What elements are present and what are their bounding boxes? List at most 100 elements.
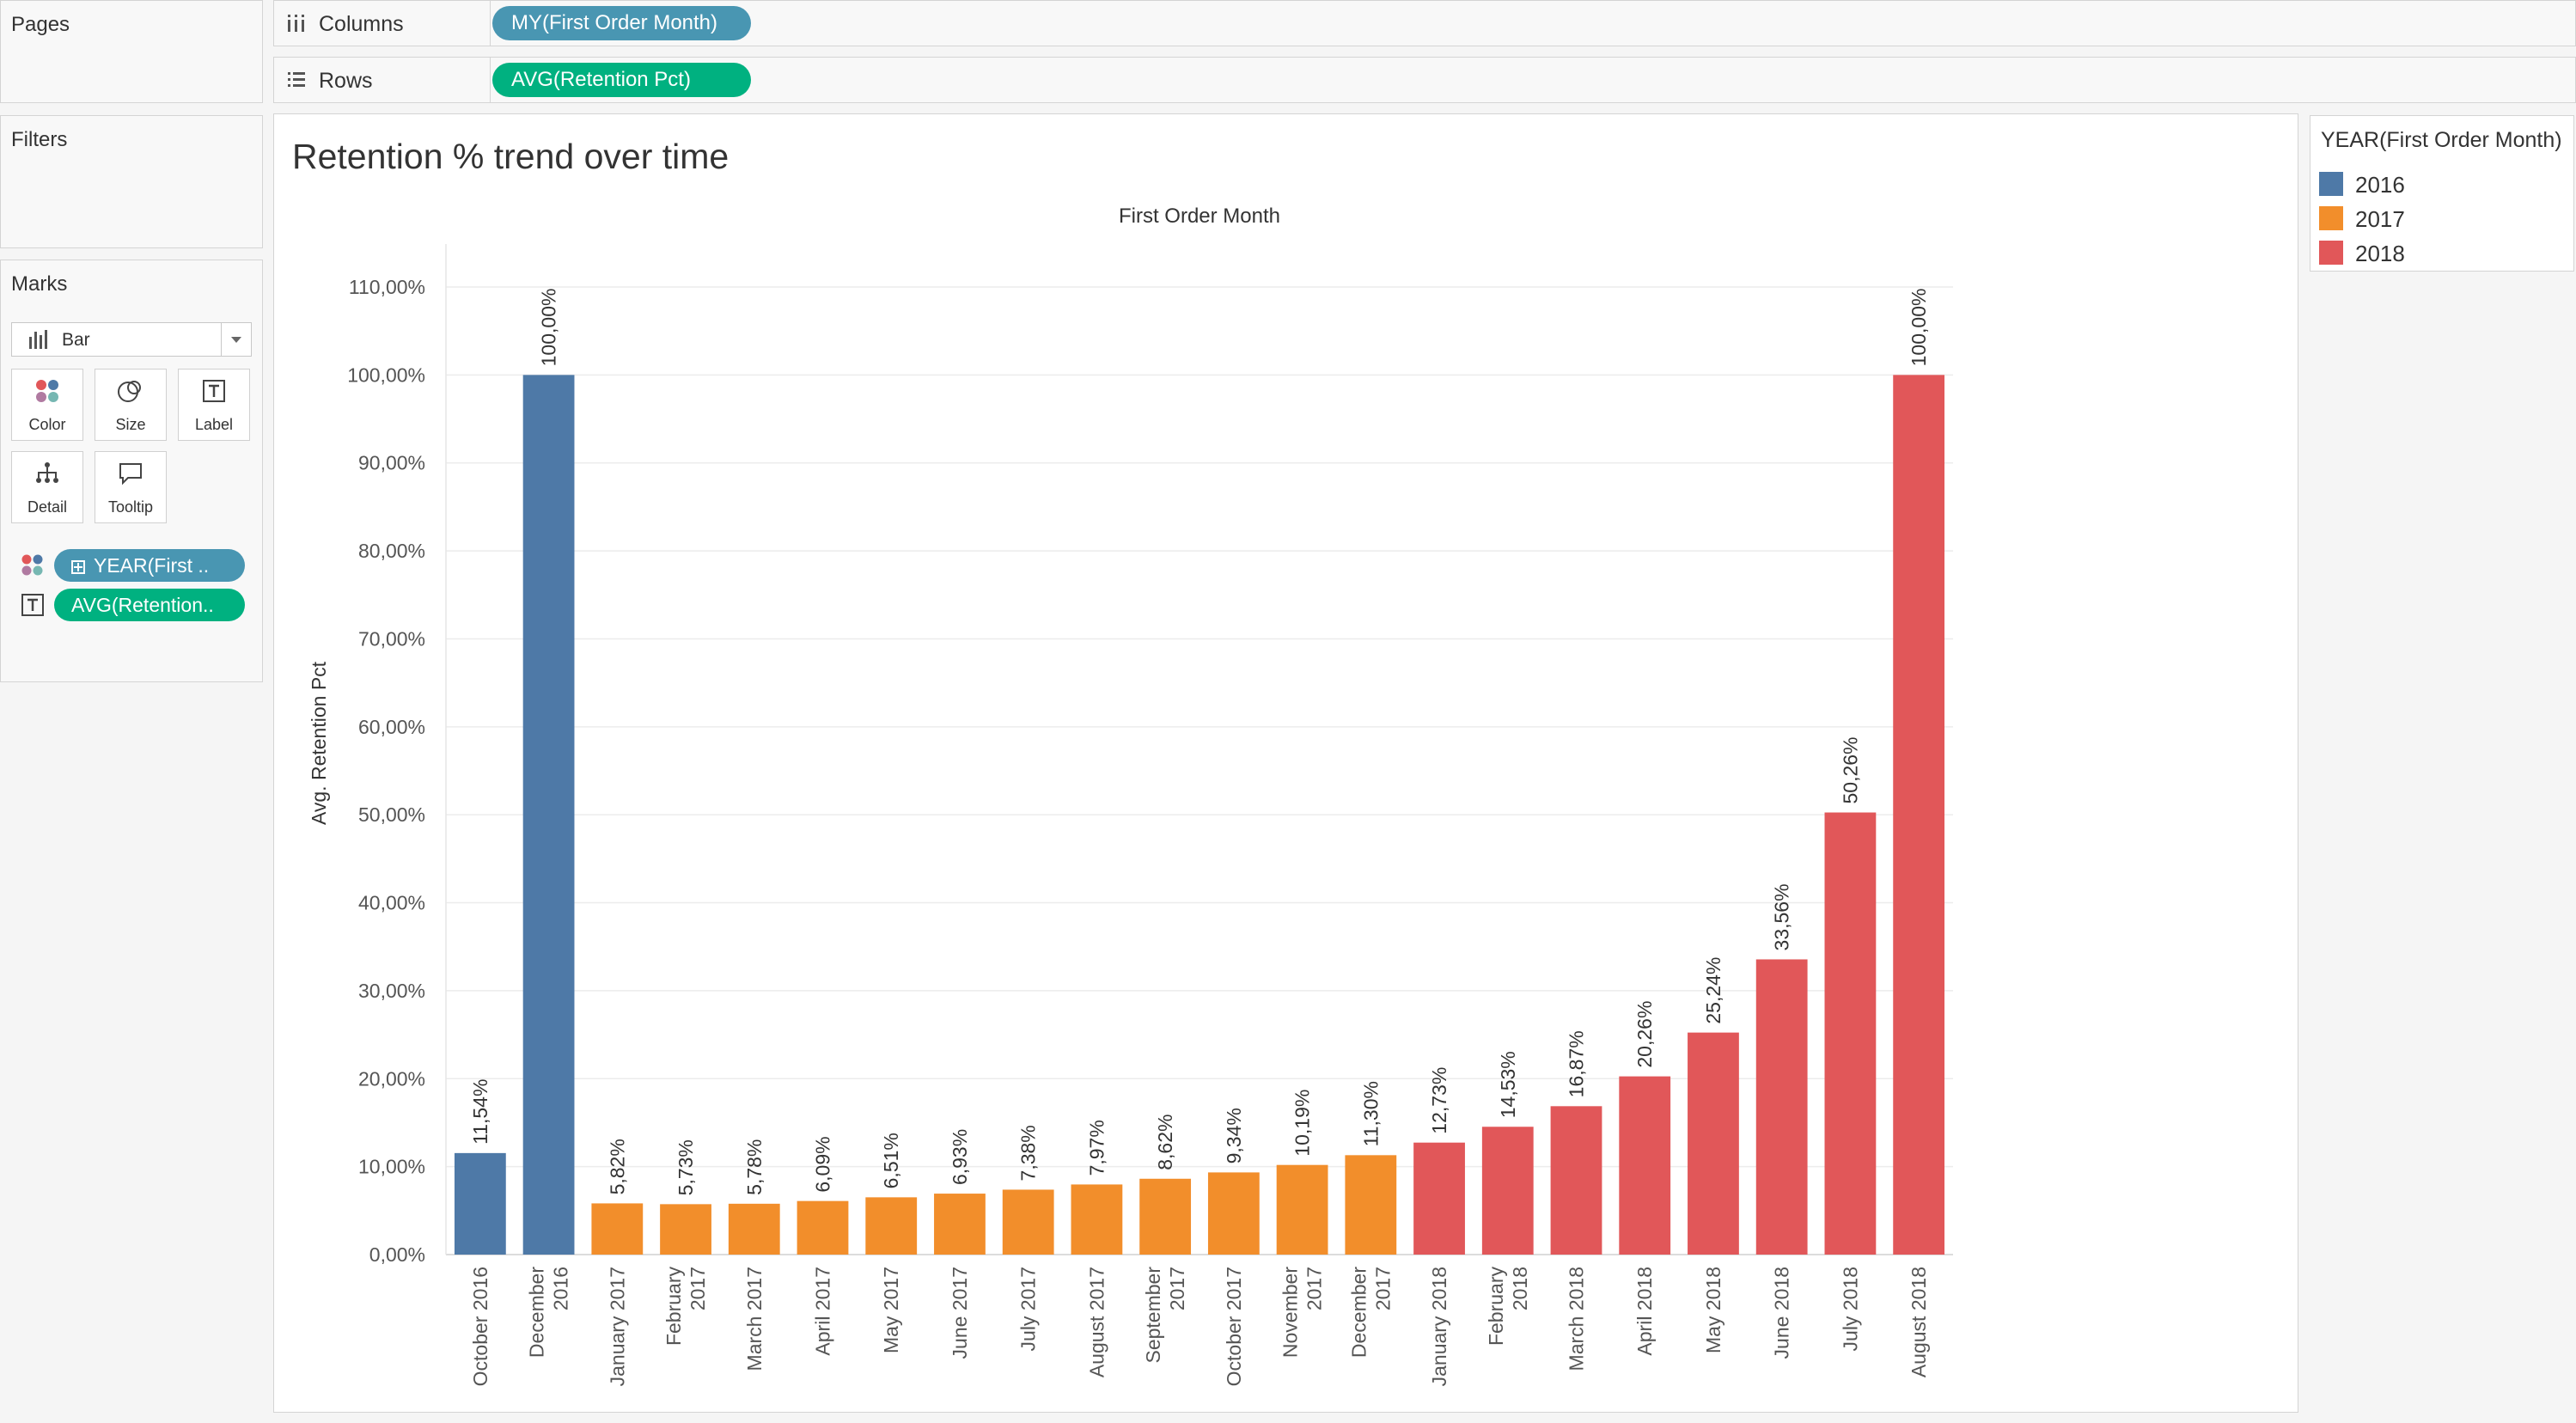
x-tick-text: February <box>1485 1267 1507 1347</box>
x-tick-text: April 2017 <box>812 1267 834 1356</box>
bar[interactable] <box>1139 1178 1192 1255</box>
y-axis-title: Avg. Retention Pct <box>308 661 330 825</box>
marks-card: Marks Bar Color Size Label Detail T <box>0 260 263 682</box>
label-field-pill[interactable]: AVG(Retention.. <box>54 589 245 621</box>
label-field-pill-label: AVG(Retention.. <box>71 594 214 616</box>
bar[interactable] <box>1276 1164 1328 1255</box>
filters-title: Filters <box>11 128 68 151</box>
x-tick-label: August 2018 <box>1908 1267 1930 1377</box>
shelf-divider <box>490 1 491 46</box>
bar[interactable] <box>660 1204 711 1255</box>
y-tick-label: 40,00% <box>358 892 425 914</box>
x-tick-text: April 2018 <box>1633 1267 1656 1356</box>
color-field-pill[interactable]: YEAR(First .. <box>54 549 245 582</box>
legend-label: 2017 <box>2355 206 2405 232</box>
chart-title: Retention % trend over time <box>292 137 729 176</box>
label-icon <box>179 376 249 407</box>
columns-label: Columns <box>319 12 404 36</box>
bar[interactable] <box>1002 1189 1054 1255</box>
x-tick-text: January 2018 <box>1428 1267 1450 1386</box>
bar[interactable] <box>797 1200 849 1255</box>
tooltip-button[interactable]: Tooltip <box>95 451 167 523</box>
x-tick-text: 2017 <box>687 1267 709 1310</box>
size-button-label: Size <box>115 416 146 433</box>
legend-swatch <box>2319 172 2343 196</box>
size-button[interactable]: Size <box>95 369 167 441</box>
bar-chart-icon <box>27 328 50 356</box>
x-tick-label: January 2018 <box>1428 1267 1450 1386</box>
bar[interactable] <box>1893 375 1945 1255</box>
x-tick-text: March 2018 <box>1566 1267 1588 1371</box>
y-tick-label: 100,00% <box>347 363 425 386</box>
x-tick-text: July 2018 <box>1839 1267 1861 1351</box>
x-tick-text: February <box>662 1267 685 1347</box>
data-label: 25,24% <box>1702 957 1724 1024</box>
x-tick-text: November <box>1279 1267 1302 1358</box>
data-label: 10,19% <box>1291 1090 1314 1157</box>
data-label: 5,78% <box>743 1139 766 1195</box>
pages-title: Pages <box>11 13 70 36</box>
y-tick-label: 50,00% <box>358 803 425 826</box>
color-icon <box>12 376 82 407</box>
bar[interactable] <box>934 1194 986 1255</box>
bar[interactable] <box>1688 1032 1739 1255</box>
chart-panel: Retention % trend over time First Order … <box>273 113 2298 1413</box>
bar[interactable] <box>591 1203 644 1255</box>
x-tick-text: August 2018 <box>1908 1267 1930 1377</box>
rows-pill[interactable]: AVG(Retention Pct) <box>492 63 751 97</box>
y-tick-label: 80,00% <box>358 540 425 562</box>
x-tick-text: July 2017 <box>1017 1267 1040 1351</box>
bar[interactable] <box>865 1197 918 1255</box>
size-icon <box>95 376 166 407</box>
bar[interactable] <box>1550 1106 1602 1255</box>
bar[interactable] <box>522 375 575 1255</box>
chevron-down-icon[interactable] <box>221 323 251 356</box>
bar-chart: First Order Month Avg. Retention Pct 11,… <box>308 205 1953 1386</box>
x-tick-label: July 2017 <box>1017 1267 1040 1351</box>
data-label: 6,09% <box>812 1136 834 1192</box>
legend-title: YEAR(First Order Month) <box>2321 128 2562 152</box>
data-label: 6,51% <box>880 1133 902 1188</box>
y-tick-label: 60,00% <box>358 716 425 738</box>
tooltip-button-label: Tooltip <box>107 498 154 516</box>
bar[interactable] <box>1207 1172 1260 1255</box>
columns-icon <box>286 13 307 40</box>
filters-card[interactable]: Filters <box>0 115 263 248</box>
detail-button[interactable]: Detail <box>11 451 83 523</box>
bar[interactable] <box>1481 1127 1534 1255</box>
data-label: 8,62% <box>1154 1115 1176 1170</box>
expand-icon[interactable] <box>71 560 85 574</box>
data-label: 6,93% <box>949 1129 971 1185</box>
bar[interactable] <box>1619 1076 1671 1255</box>
data-label: 7,97% <box>1085 1120 1108 1176</box>
legend-label: 2016 <box>2355 172 2405 198</box>
data-label: 100,00% <box>538 289 560 367</box>
bar[interactable] <box>1345 1155 1397 1255</box>
x-tick-text: December <box>526 1267 548 1358</box>
x-tick-text: June 2017 <box>949 1267 971 1359</box>
data-label: 50,26% <box>1839 737 1861 804</box>
mark-type-dropdown[interactable]: Bar <box>11 322 252 357</box>
shelf-divider <box>490 58 491 102</box>
bar[interactable] <box>1824 812 1877 1255</box>
bar[interactable] <box>1071 1184 1123 1255</box>
data-label: 20,26% <box>1633 1001 1656 1068</box>
columns-shelf[interactable]: Columns MY(First Order Month) <box>273 0 2576 46</box>
bar[interactable] <box>728 1203 780 1255</box>
bar[interactable] <box>1755 959 1808 1255</box>
columns-pill[interactable]: MY(First Order Month) <box>492 6 751 40</box>
bar[interactable] <box>1413 1142 1465 1255</box>
x-tick-label: March 2018 <box>1566 1267 1588 1371</box>
bar[interactable] <box>454 1152 506 1255</box>
x-tick-label: August 2017 <box>1085 1267 1108 1377</box>
mark-type-label: Bar <box>62 330 90 350</box>
color-button[interactable]: Color <box>11 369 83 441</box>
rows-shelf[interactable]: Rows AVG(Retention Pct) <box>273 57 2576 103</box>
y-tick-label: 0,00% <box>369 1243 425 1266</box>
x-tick-text: 2017 <box>1371 1267 1394 1310</box>
data-label: 11,54% <box>469 1079 491 1145</box>
x-tick-label: January 2017 <box>606 1267 628 1386</box>
x-tick-text: October 2017 <box>1223 1267 1245 1386</box>
x-tick-text: September <box>1142 1267 1164 1364</box>
label-button[interactable]: Label <box>178 369 250 441</box>
